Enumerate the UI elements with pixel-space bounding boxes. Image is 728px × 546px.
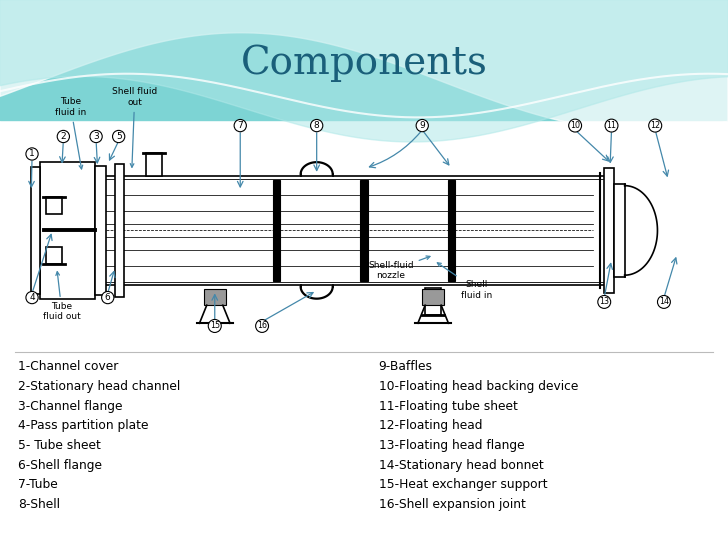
Text: 8: 8 (314, 121, 320, 130)
Text: Shell
fluid in: Shell fluid in (438, 263, 492, 300)
Text: 9: 9 (419, 121, 425, 130)
Text: 1: 1 (29, 150, 35, 158)
Bar (46, 247, 62, 264)
Text: 12-Floating head: 12-Floating head (379, 419, 482, 432)
Bar (95, 166, 106, 295)
Text: Tube
fluid in: Tube fluid in (55, 97, 86, 169)
Bar (146, 153, 162, 176)
Text: 10-Floating head backing device: 10-Floating head backing device (379, 380, 578, 393)
Text: 2: 2 (60, 132, 66, 141)
Text: 15-Heat exchanger support: 15-Heat exchanger support (379, 478, 547, 491)
Bar (273, 180, 280, 281)
Bar (204, 289, 226, 305)
Text: 4: 4 (29, 293, 35, 302)
Bar (31, 167, 40, 294)
Text: 11: 11 (606, 121, 617, 130)
Bar (604, 168, 614, 293)
Bar (614, 184, 625, 277)
Text: 13: 13 (599, 298, 609, 306)
Text: 6-Shell flange: 6-Shell flange (18, 459, 102, 472)
Text: 12: 12 (650, 121, 660, 130)
Text: 5: 5 (116, 132, 122, 141)
Bar (422, 289, 444, 305)
Text: Shell-fluid
nozzle: Shell-fluid nozzle (368, 256, 430, 281)
Text: 3: 3 (93, 132, 99, 141)
Bar (46, 197, 62, 214)
Text: 16: 16 (257, 322, 267, 330)
Text: 5- Tube sheet: 5- Tube sheet (18, 439, 101, 452)
Text: 16-Shell expansion joint: 16-Shell expansion joint (379, 498, 526, 511)
Text: 7: 7 (237, 121, 243, 130)
Text: 14: 14 (659, 298, 669, 306)
Bar (115, 164, 124, 297)
Bar (360, 180, 368, 281)
Text: 10: 10 (570, 121, 580, 130)
Bar (425, 288, 441, 315)
Text: 7-Tube: 7-Tube (18, 478, 58, 491)
Text: 11-Floating tube sheet: 11-Floating tube sheet (379, 400, 518, 413)
Text: 4-Pass partition plate: 4-Pass partition plate (18, 419, 149, 432)
Text: 8-Shell: 8-Shell (18, 498, 60, 511)
Text: 6: 6 (105, 293, 111, 302)
Text: 3-Channel flange: 3-Channel flange (18, 400, 123, 413)
Text: 9-Baffles: 9-Baffles (379, 360, 432, 373)
Text: 15: 15 (210, 322, 220, 330)
Bar (448, 180, 455, 281)
Bar (40, 162, 95, 299)
Text: Components: Components (240, 44, 488, 81)
Text: 2-Stationary head channel: 2-Stationary head channel (18, 380, 181, 393)
Text: 14-Stationary head bonnet: 14-Stationary head bonnet (379, 459, 543, 472)
Text: 1-Channel cover: 1-Channel cover (18, 360, 119, 373)
Text: Tube
fluid out: Tube fluid out (43, 272, 81, 322)
Text: 13-Floating head flange: 13-Floating head flange (379, 439, 524, 452)
Text: Shell fluid
out: Shell fluid out (112, 87, 157, 167)
